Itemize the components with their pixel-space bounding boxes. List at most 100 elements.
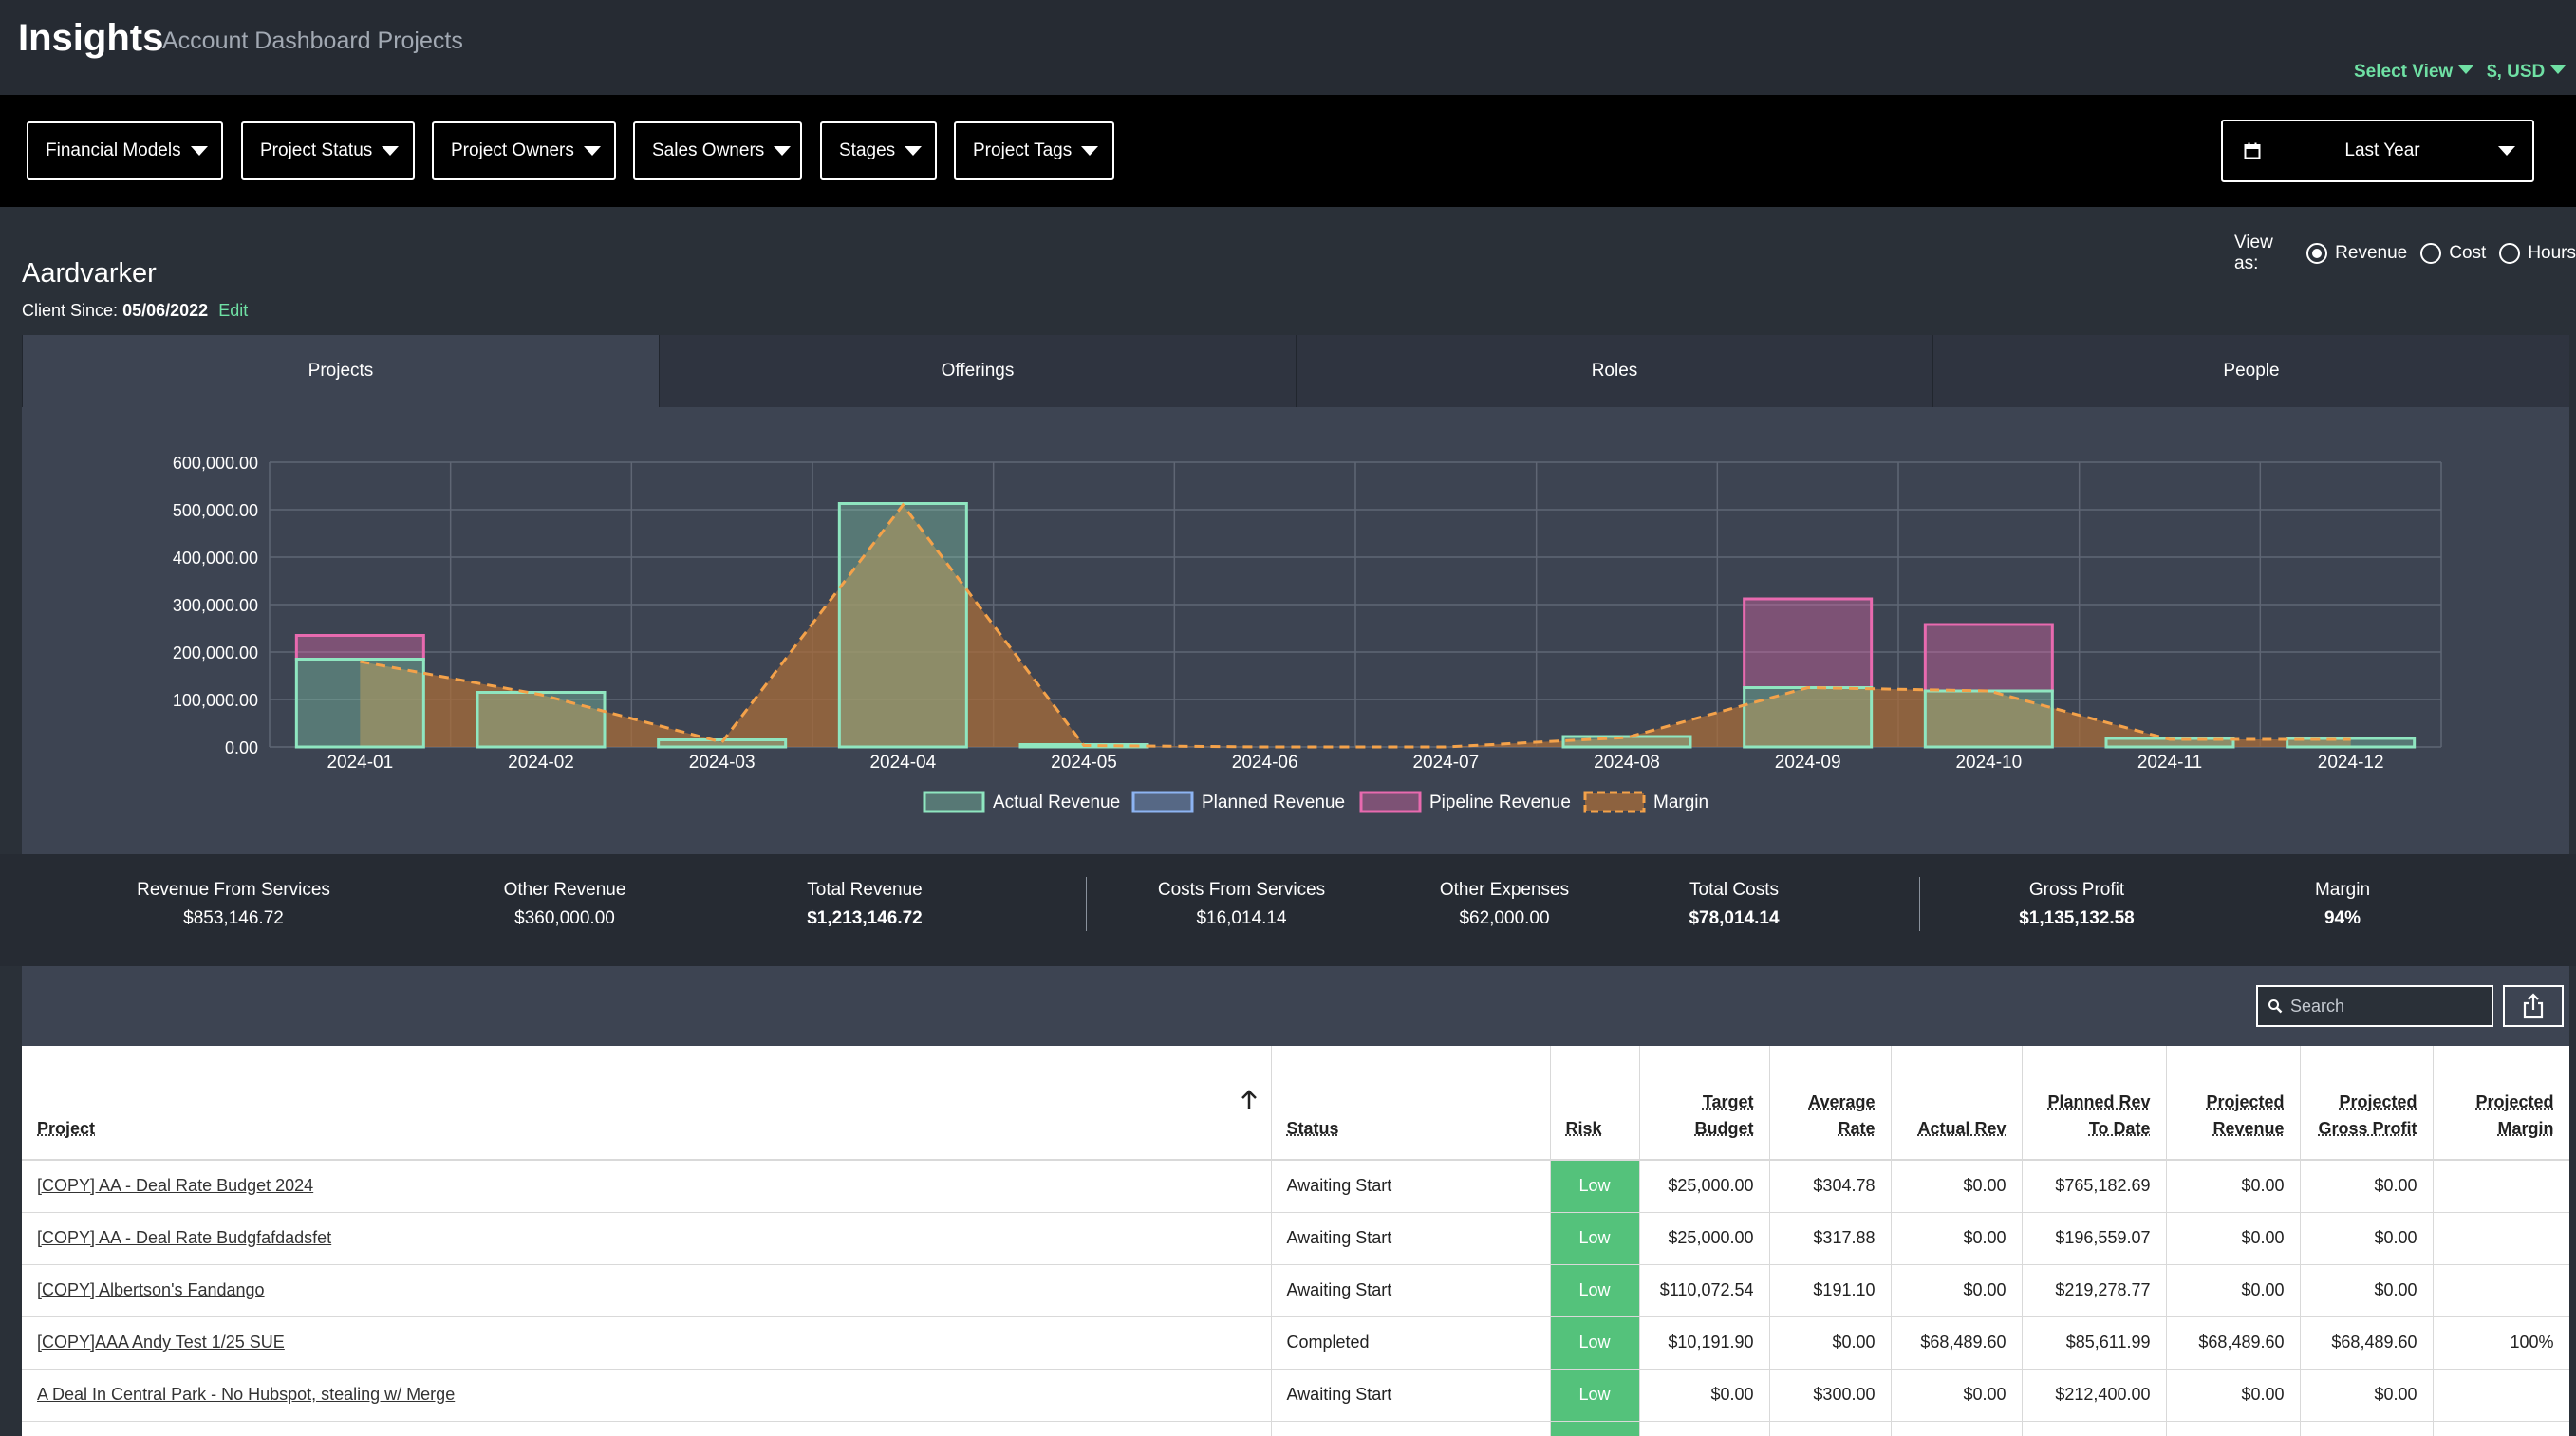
column-header-status[interactable]: Status: [1271, 1046, 1551, 1161]
project-link[interactable]: [COPY] AA - Deal Rate Budgfafdadsfet: [37, 1228, 332, 1247]
project-link[interactable]: [COPY]AAA Andy Test 1/25 SUE: [37, 1333, 285, 1352]
stat-costs-from-services: Costs From Services $16,014.14: [1158, 880, 1325, 929]
cell-target-budget: $10,191.90: [1639, 1316, 1770, 1370]
financial-summary: Revenue From Services $853,146.72 Other R…: [0, 854, 2576, 966]
column-label: Project: [37, 1119, 96, 1138]
revenue-chart-panel: 600,000.00 500,000.00 400,000.00 300,000.00…: [22, 407, 2569, 854]
cell-average-rate: [1769, 1421, 1892, 1436]
cell-project: A Deal In Central Park - No Hubspot, ste…: [22, 1369, 1272, 1422]
bar-actual-revenue: [1743, 686, 1874, 749]
column-header-projected-revenue[interactable]: Projected Revenue: [2166, 1046, 2301, 1161]
legend-swatch: [923, 791, 985, 813]
view-as-hours-radio[interactable]: Hours: [2499, 243, 2576, 264]
column-label: Projected Gross Profit: [2318, 1092, 2417, 1138]
column-header-project[interactable]: Project: [22, 1046, 1272, 1161]
cell-projected-gross-profit: $0.00: [2300, 1212, 2434, 1265]
account-name: Aardvarker: [22, 258, 157, 289]
date-range-label: Last Year: [2344, 140, 2420, 160]
date-range-picker[interactable]: Last Year: [2221, 120, 2534, 182]
x-tick-label: 2024-12: [2318, 753, 2384, 773]
stat-label: Total Revenue: [807, 880, 923, 900]
chevron-down-icon: [190, 146, 208, 156]
select-view-label: Select View: [2354, 62, 2454, 82]
tab-roles[interactable]: Roles: [1296, 335, 1932, 407]
tab-people[interactable]: People: [1932, 335, 2569, 407]
search-input[interactable]: [2290, 996, 2480, 1016]
view-as-label: View as:: [2234, 233, 2273, 273]
table-row[interactable]: Low: [22, 1421, 2569, 1436]
radio-label: Revenue: [2335, 243, 2408, 263]
view-as-revenue-radio[interactable]: Revenue: [2306, 243, 2407, 264]
x-tick-label: 2024-03: [689, 753, 756, 773]
x-tick-label: 2024-10: [1955, 753, 2022, 773]
cell-projected-gross-profit: $0.00: [2300, 1264, 2434, 1317]
filter-financial-models[interactable]: Financial Models: [27, 121, 223, 180]
cell-actual-rev: $0.00: [1891, 1212, 2023, 1265]
y-tick-label: 0.00: [225, 738, 258, 757]
legend-swatch: [1583, 791, 1646, 813]
stat-label: Margin: [2314, 880, 2371, 900]
table-row[interactable]: [COPY] Albertson's Fandango Awaiting Star…: [22, 1264, 2569, 1317]
cell-status: [1271, 1421, 1551, 1436]
table-row[interactable]: [COPY]AAA Andy Test 1/25 SUE Completed Low…: [22, 1316, 2569, 1370]
cell-status: Awaiting Start: [1271, 1369, 1551, 1422]
cell-planned-rev-to-date: $196,559.07: [2022, 1212, 2167, 1265]
stat-value: 94%: [2324, 908, 2361, 928]
x-tick-label: 2024-05: [1051, 753, 1117, 773]
table-row[interactable]: [COPY] AA - Deal Rate Budget 2024 Awaitin…: [22, 1160, 2569, 1213]
table-header-row: Project Status Risk Target Budget Averag…: [22, 1046, 2569, 1161]
cell-projected-margin: [2433, 1160, 2569, 1213]
cell-planned-rev-to-date: $212,400.00: [2022, 1369, 2167, 1422]
column-header-planned-rev-to-date[interactable]: Planned Rev To Date: [2022, 1046, 2167, 1161]
project-link[interactable]: [COPY] AA - Deal Rate Budget 2024: [37, 1176, 314, 1196]
filter-project-owners[interactable]: Project Owners: [432, 121, 616, 180]
column-header-average-rate[interactable]: Average Rate: [1769, 1046, 1892, 1161]
column-header-risk[interactable]: Risk: [1550, 1046, 1640, 1161]
column-header-target-budget[interactable]: Target Budget: [1639, 1046, 1770, 1161]
project-link[interactable]: [COPY] Albertson's Fandango: [37, 1280, 265, 1299]
stat-margin: Margin 94%: [2315, 880, 2370, 929]
select-view-dropdown[interactable]: Select View: [2354, 62, 2474, 83]
tab-projects[interactable]: Projects: [22, 335, 659, 407]
stat-label: Other Revenue: [503, 880, 626, 900]
cell-actual-rev: $0.00: [1891, 1264, 2023, 1317]
page-subtitle: Account Dashboard Projects: [162, 28, 463, 54]
project-link[interactable]: A Deal In Central Park - No Hubspot, ste…: [37, 1385, 456, 1404]
cell-projected-gross-profit: $0.00: [2300, 1369, 2434, 1422]
revenue-chart: 600,000.00 500,000.00 400,000.00 300,000.00…: [173, 454, 2442, 813]
cell-projected-margin: [2433, 1264, 2569, 1317]
cell-actual-rev: $0.00: [1891, 1160, 2023, 1213]
filter-stages[interactable]: Stages: [820, 121, 937, 180]
y-tick-label: 600,000.00: [173, 454, 258, 473]
view-as-selector: View as: Revenue Cost Hours: [2234, 233, 2576, 274]
sort-ascending-icon[interactable]: [1241, 1089, 1258, 1110]
projects-table: Project Status Risk Target Budget Averag…: [22, 1046, 2569, 1436]
share-icon: [2519, 992, 2548, 1020]
search-box[interactable]: [2256, 985, 2493, 1027]
cell-planned-rev-to-date: $219,278.77: [2022, 1264, 2167, 1317]
margin-line: [360, 502, 2351, 749]
cell-average-rate: $191.10: [1769, 1264, 1892, 1317]
risk-badge: Low: [1550, 1160, 1640, 1213]
chevron-down-icon: [905, 146, 923, 156]
tab-offerings[interactable]: Offerings: [659, 335, 1296, 407]
filter-sales-owners[interactable]: Sales Owners: [633, 121, 802, 180]
export-button[interactable]: [2503, 985, 2564, 1027]
filter-project-status[interactable]: Project Status: [241, 121, 415, 180]
column-header-projected-gross-profit[interactable]: Projected Gross Profit: [2300, 1046, 2434, 1161]
column-header-actual-rev[interactable]: Actual Rev: [1891, 1046, 2023, 1161]
view-as-cost-radio[interactable]: Cost: [2420, 243, 2486, 264]
legend-swatch: [1131, 791, 1194, 813]
table-row[interactable]: A Deal In Central Park - No Hubspot, ste…: [22, 1369, 2569, 1422]
cell-planned-rev-to-date: $85,611.99: [2022, 1316, 2167, 1370]
currency-dropdown[interactable]: $, USD: [2487, 62, 2567, 83]
stat-label: Gross Profit: [2028, 880, 2125, 900]
cell-projected-revenue: [2166, 1421, 2301, 1436]
radio-icon: [2420, 243, 2442, 264]
table-row[interactable]: [COPY] AA - Deal Rate Budgfafdadsfet Awai…: [22, 1212, 2569, 1265]
edit-link[interactable]: Edit: [218, 301, 249, 320]
column-header-projected-margin[interactable]: Projected Margin: [2433, 1046, 2569, 1161]
filter-project-tags[interactable]: Project Tags: [954, 121, 1114, 180]
radio-selected-icon: [2306, 243, 2328, 264]
column-label: Planned Rev To Date: [2047, 1092, 2151, 1138]
